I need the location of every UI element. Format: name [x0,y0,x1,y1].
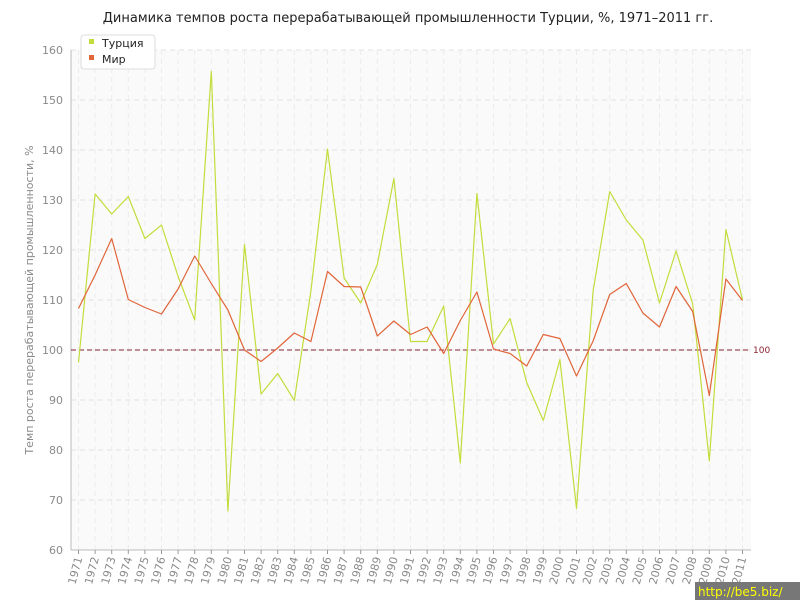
legend-label-turkey[interactable]: Турция [101,37,143,50]
y-tick-label: 60 [49,544,63,557]
legend-swatch-world [89,55,94,60]
chart-title: Динамика темпов роста перерабатывающей п… [103,11,713,26]
legend-box [80,34,156,70]
y-tick-label: 160 [42,44,63,57]
y-tick-label: 130 [42,194,63,207]
reference-line-label: 100 [753,346,770,356]
y-tick-label: 90 [49,394,63,407]
y-tick-label: 110 [42,294,63,307]
series-line-world[interactable] [77,237,743,397]
legend-swatch-turkey [89,39,94,44]
y-axis-label: Темп роста перерабатывающей промышленнос… [23,145,36,455]
y-tick-label: 70 [49,494,63,507]
reference-line-100: 100 [71,346,770,356]
watermark-box [695,582,800,600]
y-tick-label: 100 [42,344,63,357]
legend-label-world[interactable]: Мир [102,53,126,66]
grid [71,49,751,550]
y-tick-label: 120 [42,244,63,257]
y-tick-label: 150 [42,94,63,107]
series-group [77,70,744,512]
legend[interactable]: Турция Мир [80,34,156,70]
watermark[interactable]: http://be5.biz/ [698,585,783,599]
y-axis-ticks: 60 70 80 90 100 110 120 130 140 150 160 [42,44,63,557]
y-tick-label: 140 [42,144,63,157]
y-tick-label: 80 [49,444,63,457]
series-line-turkey[interactable] [77,70,744,512]
x-axis-ticks: 1971197219731974197519761977197819791980… [66,550,750,586]
x-tick-label: 2011 [730,555,750,585]
